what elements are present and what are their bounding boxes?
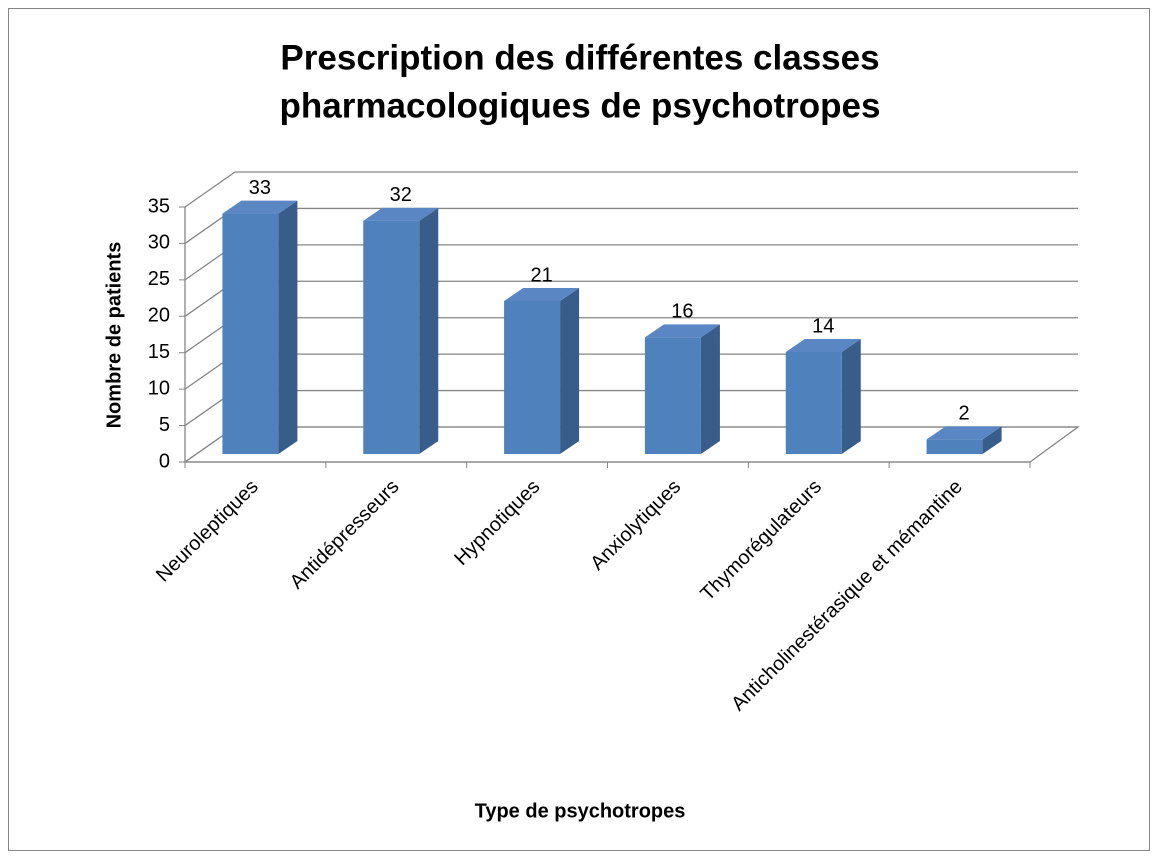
bar-side xyxy=(278,200,298,454)
data-label: 32 xyxy=(390,184,412,206)
chart-title: Prescription des différentes classes xyxy=(280,38,879,77)
data-label: 14 xyxy=(812,315,834,337)
bar-top xyxy=(363,207,439,221)
x-axis-title: Type de psychotropes xyxy=(475,800,686,822)
y-tick-label: 25 xyxy=(148,268,170,290)
data-label: 33 xyxy=(249,177,271,199)
bar-side xyxy=(841,339,861,454)
grid-line xyxy=(184,171,1078,208)
bar-top xyxy=(785,339,861,352)
bar-side xyxy=(419,207,439,454)
y-tick-label: 35 xyxy=(148,195,170,217)
bar-top xyxy=(926,426,1002,440)
y-tick-label: 15 xyxy=(148,341,170,363)
bar-side xyxy=(982,426,1002,454)
bar xyxy=(222,213,279,454)
y-tick-label: 5 xyxy=(159,414,170,436)
y-tick-label: 20 xyxy=(148,305,170,327)
bar xyxy=(644,337,701,454)
bar-top xyxy=(644,324,720,338)
chart-title: pharmacologiques de psychotropes xyxy=(280,86,881,125)
y-tick-label: 10 xyxy=(148,377,170,399)
bar xyxy=(504,301,561,454)
bar-side xyxy=(560,288,580,454)
bar xyxy=(363,220,420,454)
bar-side xyxy=(700,324,720,454)
data-label: 2 xyxy=(959,403,970,425)
data-label: 16 xyxy=(671,301,693,323)
y-tick-label: 0 xyxy=(159,450,170,472)
bar-top xyxy=(504,288,580,301)
bar xyxy=(926,439,983,454)
y-tick-label: 30 xyxy=(148,232,170,254)
bar xyxy=(785,352,842,454)
data-label: 21 xyxy=(530,264,552,286)
y-axis-title: Nombre de patients xyxy=(103,242,125,429)
bar-top xyxy=(222,200,298,214)
